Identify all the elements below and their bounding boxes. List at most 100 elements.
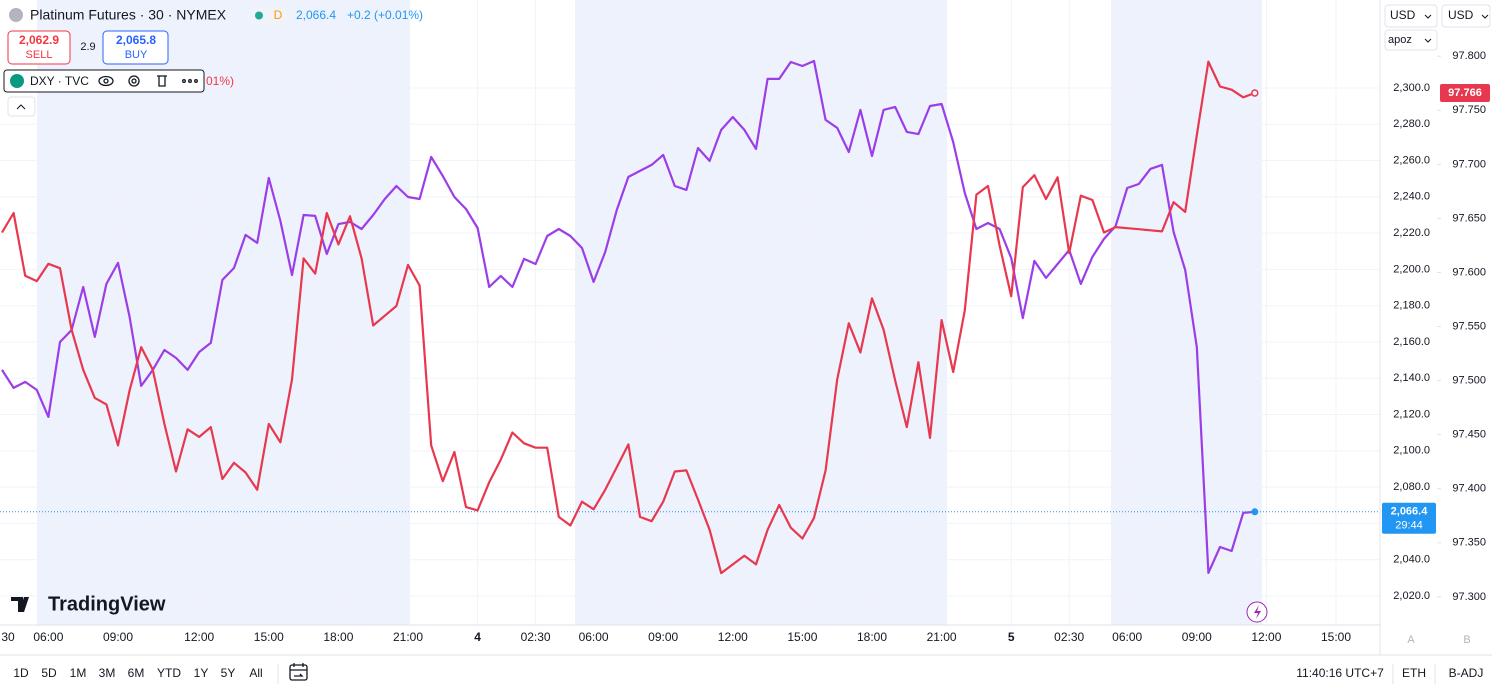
unit-select[interactable]: [1384, 29, 1438, 51]
y2-tick-label: 97.450: [1452, 429, 1486, 441]
grid: [0, 0, 1380, 625]
timeframe[interactable]: 6M: [128, 666, 145, 680]
logo: TradingView: [48, 593, 166, 615]
timeframe[interactable]: YTD: [157, 666, 181, 680]
x-tick-label: 09:00: [1182, 630, 1212, 644]
clock[interactable]: 11:40:16 UTC+7: [1296, 666, 1384, 680]
header-price: 2,066.4: [296, 8, 336, 22]
spread: 2.9: [80, 41, 95, 53]
unit: apoz: [1388, 34, 1412, 46]
sessions: [37, 0, 1262, 625]
header-change: +0.2 (+0.01%): [347, 8, 423, 22]
axis-letter[interactable]: A: [1407, 634, 1415, 646]
x-tick-label: 06:00: [579, 630, 609, 644]
symbol-icon: [9, 8, 23, 22]
y-tick-label: 2,260.0: [1393, 154, 1430, 166]
y-tick-label: 2,180.0: [1393, 300, 1430, 312]
x-tick-label: 15:00: [787, 630, 817, 644]
x-tick-label: 21:00: [927, 630, 957, 644]
status-pill: [248, 6, 288, 25]
timeframe[interactable]: All: [249, 666, 262, 680]
buy-button[interactable]: [102, 30, 169, 65]
x-tick-label: 21:00: [393, 630, 423, 644]
y2-tick-label: 97.400: [1452, 483, 1486, 495]
timeframe[interactable]: 1M: [70, 666, 87, 680]
y-tick-label: 2,100.0: [1393, 445, 1430, 457]
event-bolt: [1254, 605, 1261, 619]
y-tick-label: 2,140.0: [1393, 372, 1430, 384]
calendar-icon[interactable]: [289, 663, 308, 681]
currency-select[interactable]: [1441, 4, 1491, 28]
buy-price: 2,065.8: [116, 33, 156, 47]
y2-tick-label: 97.600: [1452, 266, 1486, 278]
y-tick-label: 2,300.0: [1393, 82, 1430, 94]
x-tick-label: 12:00: [718, 630, 748, 644]
series-line: [1, 59, 1255, 574]
session[interactable]: ETH: [1402, 666, 1426, 680]
last-point: [1251, 89, 1259, 97]
axis-letter[interactable]: B: [1463, 634, 1470, 646]
collapse-button[interactable]: [7, 96, 36, 117]
y2-tick-label: 97.650: [1452, 212, 1486, 224]
x-tick-label: 4: [474, 630, 481, 644]
x-tick-label: 18:00: [323, 630, 353, 644]
y2-tick-label: 97.750: [1452, 104, 1486, 116]
x-tick-label: 5: [1008, 630, 1015, 644]
sell-button[interactable]: [7, 30, 71, 65]
dxy-icon: [10, 74, 24, 88]
timeframe[interactable]: 1D: [13, 666, 29, 680]
legend-name: DXY · TVC: [30, 74, 89, 88]
status-dot: [255, 11, 263, 20]
y-tick-label: 2,280.0: [1393, 118, 1430, 130]
legend-change: 01%): [206, 74, 234, 88]
y-tick-label: 2,240.0: [1393, 191, 1430, 203]
y-tick-label: 2,120.0: [1393, 408, 1430, 420]
y-tick-label: 2,080.0: [1393, 481, 1430, 493]
session-shade: [1111, 0, 1262, 625]
buy-label: BUY: [125, 49, 148, 61]
x-tick-label: 09:00: [103, 630, 133, 644]
y-tick-label: 2,200.0: [1393, 263, 1430, 275]
status-badge: D: [274, 8, 283, 22]
timeframe[interactable]: 1Y: [194, 666, 209, 680]
x-tick-label: 09:00: [648, 630, 678, 644]
collapse-icon: [16, 104, 26, 110]
y-tick-label: 2,160.0: [1393, 336, 1430, 348]
price-box: [1382, 502, 1436, 534]
x-tick-label: 06:00: [33, 630, 63, 644]
x-tick-label: 06:00: [1112, 630, 1142, 644]
y2-tick-label: 97.800: [1452, 50, 1486, 62]
countdown: 29:44: [1395, 520, 1423, 532]
session-shade: [575, 0, 947, 625]
y-tick-label: 2,020.0: [1393, 590, 1430, 602]
price-box: [1440, 83, 1490, 102]
timeframe[interactable]: 5D: [41, 666, 57, 680]
adjustment[interactable]: B-ADJ: [1449, 666, 1484, 680]
axes: 2,020.02,040.02,060.02,080.02,100.02,120…: [1, 50, 1490, 644]
plot: [0, 59, 1380, 575]
legend-icons[interactable]: [98, 75, 198, 87]
y-tick-label: 2,220.0: [1393, 227, 1430, 239]
currency: USD: [1390, 8, 1416, 22]
series-line: [1, 60, 1256, 575]
symbol-title[interactable]: Platinum Futures · 30 · NYMEX: [30, 7, 227, 23]
x-tick-label: 15:00: [1321, 630, 1351, 644]
y2-tick-label: 97.500: [1452, 375, 1486, 387]
y2-tick-label: 97.550: [1452, 320, 1486, 332]
x-tick-label: 12:00: [184, 630, 214, 644]
currency-select[interactable]: [1384, 4, 1438, 28]
timeframe[interactable]: 5Y: [221, 666, 236, 680]
x-tick-label: 12:00: [1251, 630, 1281, 644]
timeframe[interactable]: 3M: [99, 666, 116, 680]
x-tick-label: 18:00: [857, 630, 887, 644]
y2-tick-label: 97.350: [1452, 537, 1486, 549]
x-tick-label: 15:00: [254, 630, 284, 644]
bottom-toolbar: 1D 5D 1M 3M 6M YTD 1Y 5Y All: [13, 666, 262, 680]
x-tick-label: 02:30: [1054, 630, 1084, 644]
x-tick-label: 30: [1, 630, 15, 644]
chevrons: [1424, 14, 1489, 43]
sell-label: SELL: [26, 49, 53, 61]
session-shade: [37, 0, 410, 625]
